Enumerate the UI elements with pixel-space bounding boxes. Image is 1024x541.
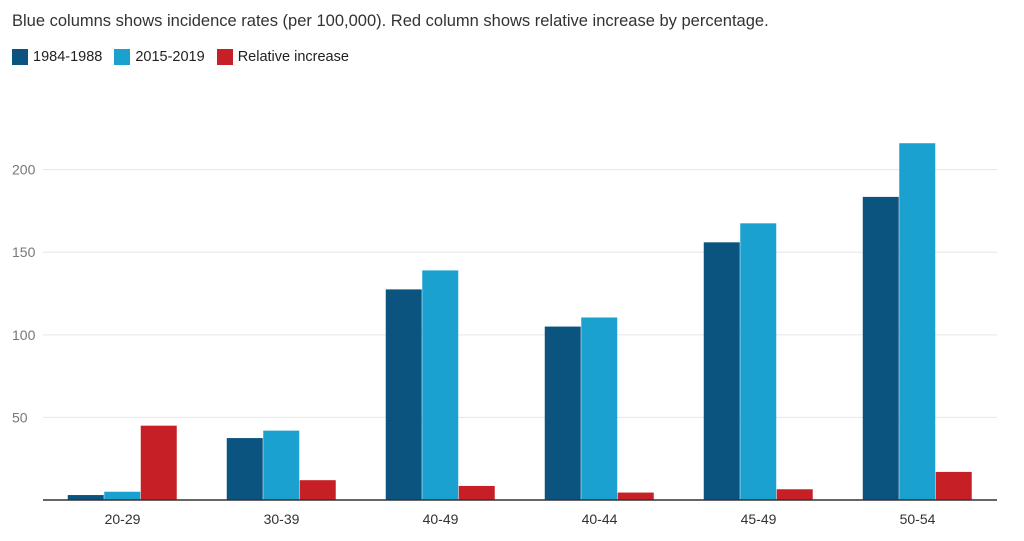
bar-50-54-2015-2019[interactable]: [899, 143, 936, 500]
x-axis-ticks: 20-29 30-39 40-49 40-44 45-49 50-54: [105, 511, 936, 527]
chart-subtitle: Blue columns shows incidence rates (per …: [12, 12, 769, 30]
bar-40-44-2015-2019[interactable]: [581, 317, 618, 500]
x-tick-label-40-49: 40-49: [423, 511, 459, 527]
legend-swatch-relative-increase: [216, 49, 233, 65]
bar-45-49-2015-2019[interactable]: [740, 223, 777, 500]
y-tick-label-50: 50: [12, 409, 28, 425]
legend-item-relative-increase[interactable]: Relative increase: [216, 49, 349, 65]
bar-20-29-1984-1988[interactable]: [67, 495, 104, 500]
bar-45-49-relative-increase[interactable]: [776, 489, 813, 500]
x-tick-label-50-54: 50-54: [900, 511, 936, 527]
bar-30-39-1984-1988[interactable]: [226, 438, 263, 500]
bar-40-44-relative-increase[interactable]: [617, 492, 654, 500]
bar-20-29-relative-increase[interactable]: [140, 425, 177, 500]
x-tick-label-45-49: 45-49: [741, 511, 777, 527]
bar-30-39-2015-2019[interactable]: [263, 430, 300, 500]
legend-label-relative-increase: Relative increase: [237, 49, 349, 65]
legend-item-2015-2019[interactable]: 2015-2019: [114, 49, 205, 65]
legend-swatch-1984-1988: [12, 49, 28, 65]
bar-40-49-2015-2019[interactable]: [422, 270, 459, 500]
bars: [67, 143, 972, 501]
bar-50-54-relative-increase[interactable]: [935, 471, 972, 500]
legend-swatch-2015-2019: [114, 49, 131, 65]
x-tick-label-30-39: 30-39: [264, 511, 300, 527]
y-tick-label-150: 150: [12, 244, 36, 260]
legend-label-2015-2019: 2015-2019: [135, 49, 205, 65]
x-tick-label-40-44: 40-44: [582, 511, 618, 527]
legend-item-1984-1988[interactable]: 1984-1988: [12, 49, 102, 65]
x-tick-label-20-29: 20-29: [105, 511, 141, 527]
bar-30-39-relative-increase[interactable]: [299, 480, 336, 500]
y-tick-label-100: 100: [12, 327, 36, 343]
bar-40-44-1984-1988[interactable]: [544, 326, 581, 500]
legend-label-1984-1988: 1984-1988: [33, 49, 103, 65]
chart-legend: 1984-1988 2015-2019 Relative increase: [12, 49, 361, 65]
y-tick-label-200: 200: [12, 162, 36, 178]
bar-40-49-1984-1988[interactable]: [385, 289, 422, 500]
y-axis-ticks: 50 100 150 200: [12, 162, 36, 426]
gridlines: [43, 169, 997, 418]
bar-20-29-2015-2019[interactable]: [104, 491, 141, 500]
bar-45-49-1984-1988[interactable]: [703, 242, 740, 501]
bar-40-49-relative-increase[interactable]: [458, 485, 495, 500]
bar-50-54-1984-1988[interactable]: [862, 196, 899, 500]
